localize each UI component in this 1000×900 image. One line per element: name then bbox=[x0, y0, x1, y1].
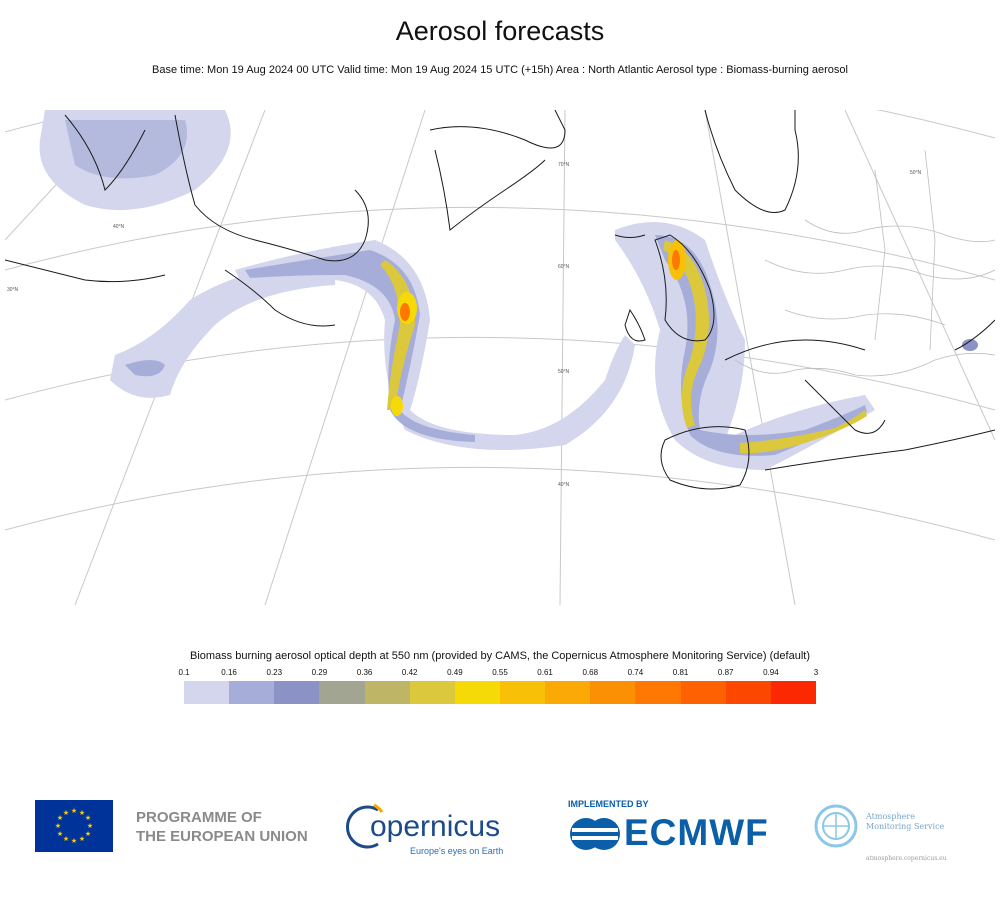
ams-logo: Atmosphere Monitoring Service atmosphere… bbox=[814, 800, 964, 862]
legend-swatch bbox=[499, 681, 546, 704]
chart-title: Aerosol forecasts bbox=[395, 16, 605, 46]
legend-tick: 0.1 bbox=[178, 668, 190, 677]
legend-tick: 0.74 bbox=[627, 668, 644, 677]
legend-swatch bbox=[770, 681, 816, 704]
legend-swatch bbox=[454, 681, 500, 704]
ams-name-line: Atmosphere bbox=[866, 812, 915, 821]
legend-swatch bbox=[545, 681, 591, 704]
copernicus-wordmark: opernicus bbox=[370, 810, 501, 843]
eu-flag-logo: ★ ★ ★ ★ ★ ★ ★ ★ ★ ★ ★ ★ bbox=[35, 800, 113, 852]
svg-text:★: ★ bbox=[63, 809, 69, 817]
aerosol-plumes bbox=[39, 110, 978, 470]
eu-text-line: PROGRAMME OF bbox=[136, 809, 262, 826]
forecast-metadata: Base time: Mon 19 Aug 2024 00 UTC Valid … bbox=[152, 64, 848, 76]
legend-title: Biomass burning aerosol optical depth at… bbox=[190, 650, 810, 662]
eu-programme-text: PROGRAMME OF THE EUROPEAN UNION bbox=[136, 808, 308, 846]
legend-tick: 0.29 bbox=[311, 668, 328, 677]
copernicus-tagline: Europe's eyes on Earth bbox=[410, 846, 504, 856]
implemented-by-label: IMPLEMENTED BY bbox=[568, 799, 649, 809]
legend-ticks: 0.1 0.16 0.23 0.29 0.36 0.42 0.49 0.55 0… bbox=[178, 668, 819, 680]
country-borders bbox=[734, 149, 995, 377]
eu-text-line: THE EUROPEAN UNION bbox=[136, 828, 308, 845]
legend-tick: 0.61 bbox=[537, 668, 553, 677]
legend-swatch bbox=[635, 681, 681, 704]
copernicus-logo: opernicus Europe's eyes on Earth bbox=[346, 798, 503, 858]
legend-swatch bbox=[725, 681, 771, 704]
svg-text:★: ★ bbox=[57, 814, 63, 822]
lat-label: 40°N bbox=[558, 482, 570, 488]
legend-tick: 0.36 bbox=[356, 668, 373, 677]
legend-tick: 0.68 bbox=[582, 668, 599, 677]
legend-tick: 0.42 bbox=[401, 668, 418, 677]
legend-tick: 0.81 bbox=[672, 668, 689, 677]
legend-swatch bbox=[274, 681, 320, 704]
svg-text:★: ★ bbox=[87, 822, 93, 830]
legend-tick: 0.87 bbox=[717, 668, 734, 677]
aerosol-map: 70°N 60°N 50°N 40°N 40°N 30°N 50°N bbox=[5, 110, 995, 605]
coastlines bbox=[5, 110, 995, 490]
svg-text:★: ★ bbox=[85, 814, 91, 822]
lat-label: 60°N bbox=[558, 264, 570, 270]
legend-swatch bbox=[229, 681, 275, 704]
legend-colorbar bbox=[184, 681, 816, 704]
lat-label: 30°N bbox=[7, 287, 19, 293]
legend-swatch bbox=[590, 681, 636, 704]
svg-text:★: ★ bbox=[63, 835, 69, 843]
svg-text:★: ★ bbox=[71, 837, 77, 845]
lat-label: 50°N bbox=[558, 369, 570, 375]
legend-tick: 0.55 bbox=[492, 668, 508, 677]
legend-swatch bbox=[680, 681, 726, 704]
legend-swatch bbox=[319, 681, 365, 704]
footer-logos: ★ ★ ★ ★ ★ ★ ★ ★ ★ ★ ★ ★ PROGRAMME OF THE EUROPEA… bbox=[0, 790, 1000, 870]
ecmwf-logo: ECMWF bbox=[568, 812, 778, 853]
legend-tick: 0.49 bbox=[447, 668, 463, 677]
ecmwf-wordmark: ECMWF bbox=[624, 812, 769, 853]
legend-tick: 0.23 bbox=[266, 668, 283, 677]
legend-swatch bbox=[409, 681, 455, 704]
ams-url: atmosphere.copernicus.eu bbox=[866, 855, 947, 862]
legend-tick: 0.94 bbox=[763, 668, 779, 677]
svg-text:★: ★ bbox=[55, 822, 61, 830]
svg-text:★: ★ bbox=[71, 807, 77, 815]
svg-text:★: ★ bbox=[85, 830, 91, 838]
lat-label: 70°N bbox=[558, 162, 570, 168]
legend-tick: 0.16 bbox=[221, 668, 237, 677]
legend-swatch bbox=[364, 681, 410, 704]
lat-label: 50°N bbox=[910, 170, 922, 176]
ams-name: Atmosphere Monitoring Service bbox=[866, 812, 944, 832]
svg-text:★: ★ bbox=[79, 835, 85, 843]
svg-text:★: ★ bbox=[79, 809, 85, 817]
legend-tick: 3 bbox=[813, 668, 819, 677]
svg-text:★: ★ bbox=[57, 830, 63, 838]
lat-label: 40°N bbox=[113, 224, 125, 230]
latitude-labels: 70°N 60°N 50°N 40°N 40°N 30°N 50°N bbox=[7, 162, 922, 488]
legend-swatch bbox=[184, 681, 230, 704]
ams-name-line: Monitoring Service bbox=[866, 822, 945, 831]
